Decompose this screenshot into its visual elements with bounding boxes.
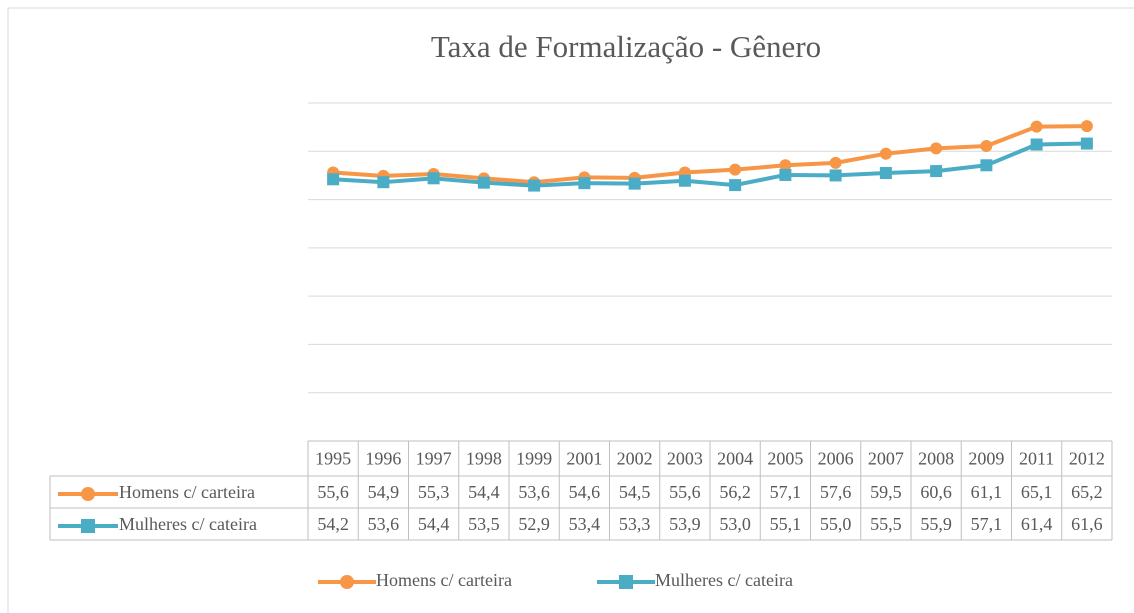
point: [779, 168, 792, 181]
x-tick-label: 2002: [617, 449, 653, 469]
data-label: 55,5: [870, 514, 902, 534]
point: [578, 177, 591, 190]
data-label: 53,0: [719, 514, 751, 534]
point: [427, 172, 440, 185]
data-label: 54,4: [418, 514, 450, 534]
legend-marker: [81, 519, 95, 533]
legend-label: Mulheres c/ cateira: [655, 570, 793, 590]
point: [829, 156, 842, 169]
data-label: 53,6: [368, 514, 400, 534]
legend-marker: [340, 575, 354, 589]
point: [377, 176, 390, 189]
data-label: 65,2: [1071, 482, 1103, 502]
data-label: 53,5: [468, 514, 500, 534]
data-label: 57,1: [770, 482, 802, 502]
data-label: 53,6: [518, 482, 550, 502]
data-label: 56,2: [719, 482, 751, 502]
x-tick-label: 2008: [918, 449, 954, 469]
data-label: 53,4: [569, 514, 601, 534]
x-tick-label: 2005: [767, 449, 803, 469]
data-label: 55,6: [669, 482, 701, 502]
point: [980, 159, 993, 172]
x-tick-label: 2012: [1069, 449, 1105, 469]
x-tick-label: 1997: [416, 449, 452, 469]
legend-label: Homens c/ carteira: [119, 482, 255, 502]
series-line: [333, 141, 1087, 188]
x-tick-label: 2007: [868, 449, 904, 469]
x-tick-label: 2006: [818, 449, 854, 469]
x-tick-label: 1995: [315, 449, 351, 469]
data-label: 54,9: [368, 482, 400, 502]
data-label: 61,1: [971, 482, 1003, 502]
data-label: 52,9: [518, 514, 550, 534]
data-label: 55,6: [317, 482, 349, 502]
data-label: 61,6: [1071, 514, 1103, 534]
legend-marker: [619, 575, 633, 589]
point: [879, 167, 892, 180]
point: [980, 139, 993, 152]
data-label: 54,5: [619, 482, 651, 502]
point: [477, 176, 490, 189]
chart-frame: [7, 7, 1134, 613]
x-tick-label: 1999: [516, 449, 552, 469]
x-tick-label: 2011: [1019, 449, 1054, 469]
data-label: 54,6: [569, 482, 601, 502]
data-label: 59,5: [870, 482, 902, 502]
point: [930, 142, 943, 155]
data-label: 55,1: [770, 514, 802, 534]
x-tick-label: 2004: [717, 449, 753, 469]
data-label: 60,6: [920, 482, 952, 502]
data-label: 61,4: [1021, 514, 1053, 534]
point: [829, 169, 842, 182]
x-tick-label: 1996: [365, 449, 401, 469]
point: [327, 173, 340, 186]
point: [1080, 120, 1093, 133]
point: [678, 174, 691, 187]
point: [729, 163, 742, 176]
point: [930, 165, 943, 178]
data-label: 55,3: [418, 482, 450, 502]
point: [1080, 137, 1093, 150]
data-label: 53,9: [669, 514, 701, 534]
data-label: 53,3: [619, 514, 651, 534]
legend-label: Mulheres c/ cateira: [119, 514, 257, 534]
legend-label: Homens c/ carteira: [376, 570, 512, 590]
data-label: 57,1: [971, 514, 1003, 534]
point: [1030, 120, 1043, 133]
data-label: 55,0: [820, 514, 852, 534]
legend-marker: [81, 487, 95, 501]
x-tick-label: 1998: [466, 449, 502, 469]
point: [628, 177, 641, 190]
data-label: 54,2: [317, 514, 349, 534]
point: [1030, 138, 1043, 151]
data-label: 54,4: [468, 482, 500, 502]
series-line: [332, 124, 1087, 185]
x-tick-label: 2001: [566, 449, 602, 469]
data-label: 65,1: [1021, 482, 1053, 502]
x-tick-label: 2003: [667, 449, 703, 469]
data-label: 57,6: [820, 482, 852, 502]
x-tick-label: 2009: [968, 449, 1004, 469]
point: [879, 147, 892, 160]
point: [528, 179, 541, 192]
point: [779, 159, 792, 172]
point: [729, 179, 742, 192]
chart-title: Taxa de Formalização - Gênero: [431, 29, 821, 64]
data-label: 55,9: [920, 514, 952, 534]
